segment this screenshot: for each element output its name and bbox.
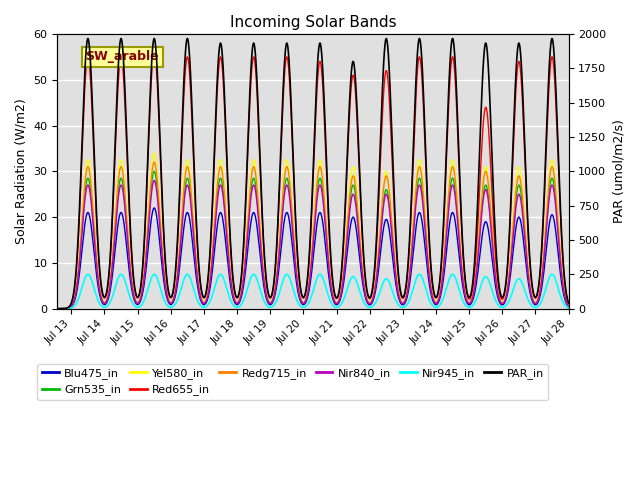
Redg715_in	[564, 303, 572, 309]
Nir840_in	[54, 306, 61, 312]
Red655_in	[386, 109, 394, 115]
Nir945_in	[360, 300, 368, 306]
Blu475_in	[150, 205, 158, 211]
Nir945_in	[249, 272, 257, 277]
Yel580_in	[386, 192, 394, 198]
Nir945_in	[435, 303, 443, 309]
Blu475_in	[147, 225, 154, 230]
Blu475_in	[360, 289, 368, 295]
Nir945_in	[386, 281, 394, 287]
Red655_in	[150, 49, 158, 55]
PAR_in	[474, 196, 482, 202]
Line: PAR_in: PAR_in	[58, 38, 568, 309]
Red655_in	[54, 306, 61, 312]
PAR_in	[386, 83, 394, 88]
Redg715_in	[386, 196, 394, 202]
Nir840_in	[249, 183, 257, 189]
Grn535_in	[360, 283, 368, 288]
Nir945_in	[147, 278, 154, 284]
Grn535_in	[150, 168, 158, 174]
Yel580_in	[150, 150, 158, 156]
Yel580_in	[249, 158, 257, 164]
Redg715_in	[147, 188, 154, 194]
Nir840_in	[360, 285, 368, 290]
Line: Nir945_in: Nir945_in	[58, 275, 568, 309]
Red655_in	[360, 263, 368, 268]
Redg715_in	[474, 249, 482, 255]
Nir840_in	[150, 178, 158, 183]
Text: SW_arable: SW_arable	[86, 50, 159, 63]
PAR_in	[383, 36, 390, 41]
Yel580_in	[147, 181, 154, 187]
Blu475_in	[474, 270, 482, 276]
PAR_in	[54, 306, 61, 312]
Blu475_in	[386, 232, 394, 238]
Nir840_in	[147, 203, 154, 209]
PAR_in	[249, 44, 257, 49]
Title: Incoming Solar Bands: Incoming Solar Bands	[230, 15, 396, 30]
Red655_in	[435, 286, 443, 292]
Nir840_in	[435, 296, 443, 302]
Line: Nir840_in: Nir840_in	[58, 180, 568, 309]
Blu475_in	[54, 306, 61, 312]
Nir840_in	[474, 256, 482, 262]
Red655_in	[147, 100, 154, 106]
Grn535_in	[386, 207, 394, 213]
PAR_in	[147, 89, 154, 95]
Nir945_in	[564, 305, 572, 311]
Grn535_in	[474, 254, 482, 260]
Red655_in	[249, 57, 257, 62]
Yel580_in	[564, 302, 572, 308]
Redg715_in	[249, 165, 257, 171]
Redg715_in	[435, 295, 443, 300]
Grn535_in	[54, 306, 61, 312]
Red655_in	[474, 222, 482, 228]
Line: Yel580_in: Yel580_in	[58, 153, 568, 309]
Grn535_in	[564, 303, 572, 309]
Yel580_in	[474, 247, 482, 253]
Line: Grn535_in: Grn535_in	[58, 171, 568, 309]
Redg715_in	[150, 159, 158, 165]
Nir945_in	[474, 292, 482, 298]
Blu475_in	[249, 211, 257, 216]
Yel580_in	[360, 279, 368, 285]
Legend: Blu475_in, Grn535_in, Yel580_in, Red655_in, Redg715_in, Nir840_in, Nir945_in, PA: Blu475_in, Grn535_in, Yel580_in, Red655_…	[37, 364, 548, 400]
Y-axis label: Solar Radiation (W/m2): Solar Radiation (W/m2)	[15, 98, 28, 244]
Nir945_in	[54, 306, 61, 312]
PAR_in	[435, 285, 443, 290]
Grn535_in	[435, 296, 443, 301]
Nir945_in	[217, 272, 225, 277]
PAR_in	[564, 300, 572, 306]
Nir840_in	[386, 211, 394, 217]
Y-axis label: PAR (umol/m2/s): PAR (umol/m2/s)	[612, 120, 625, 223]
Red655_in	[564, 300, 572, 306]
Line: Redg715_in: Redg715_in	[58, 162, 568, 309]
Grn535_in	[249, 177, 257, 182]
Nir840_in	[564, 303, 572, 309]
Grn535_in	[147, 195, 154, 201]
Line: Red655_in: Red655_in	[58, 52, 568, 309]
Yel580_in	[435, 294, 443, 300]
Line: Blu475_in: Blu475_in	[58, 208, 568, 309]
Redg715_in	[360, 281, 368, 287]
Blu475_in	[435, 298, 443, 304]
Yel580_in	[54, 306, 61, 312]
PAR_in	[360, 258, 368, 264]
Blu475_in	[564, 304, 572, 310]
Redg715_in	[54, 306, 61, 312]
